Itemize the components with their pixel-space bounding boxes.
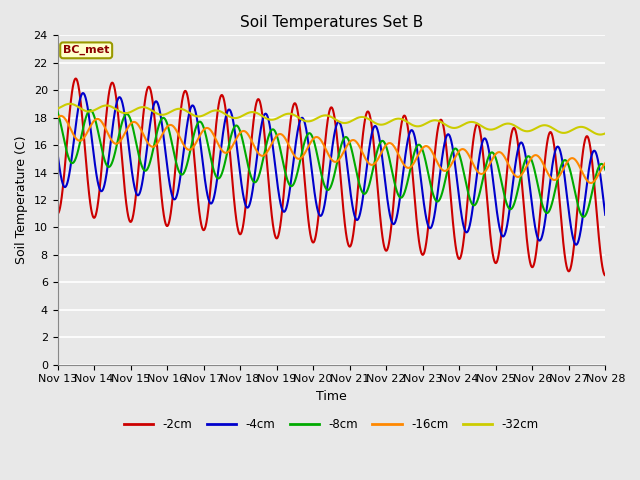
Legend: -2cm, -4cm, -8cm, -16cm, -32cm: -2cm, -4cm, -8cm, -16cm, -32cm	[119, 413, 543, 436]
Y-axis label: Soil Temperature (C): Soil Temperature (C)	[15, 136, 28, 264]
Title: Soil Temperatures Set B: Soil Temperatures Set B	[240, 15, 423, 30]
X-axis label: Time: Time	[316, 390, 347, 403]
Text: BC_met: BC_met	[63, 45, 109, 56]
